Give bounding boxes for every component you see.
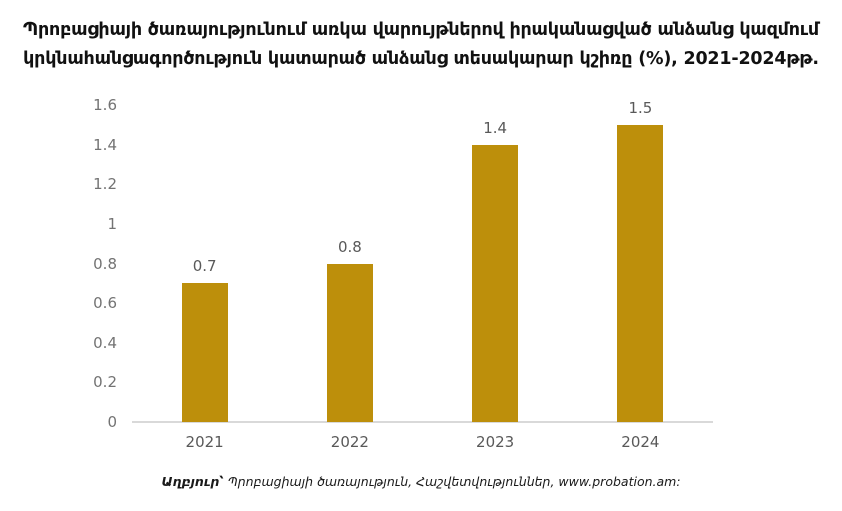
bar-2023 <box>472 144 519 422</box>
y-tick-label: 1.6 <box>93 96 117 115</box>
chart-title-line-2: կրկնահանցագործություն կատարած անձանց տես… <box>23 49 819 69</box>
bar-value-label-2023: 1.4 <box>483 118 508 137</box>
bar-2022 <box>326 263 373 422</box>
x-axis-label-2024: 2024 <box>621 433 660 451</box>
chart-title-line-1: Պրոբացիայի ծառայությունում առկա վարույթն… <box>23 20 819 40</box>
y-tick-label: 0.2 <box>93 373 117 392</box>
y-tick-label: 0.6 <box>93 294 117 313</box>
y-tick-label: 1.4 <box>93 135 117 154</box>
bar-value-label-2022: 0.8 <box>337 237 362 256</box>
bar-2024 <box>617 125 664 422</box>
y-tick-label: 0.8 <box>93 254 117 273</box>
x-axis-line <box>132 421 713 423</box>
x-axis-label-2023: 2023 <box>476 433 515 451</box>
bar-value-label-2021: 0.7 <box>192 257 217 276</box>
source-note: Աղբյուր՝ Պրոբացիայի ծառայություն, Հաշվետ… <box>0 474 842 489</box>
y-tick-label: 0 <box>107 413 117 431</box>
source-text: Պրոբացիայի ծառայություն, Հաշվետվությունն… <box>223 474 681 489</box>
x-axis-label-2022: 2022 <box>330 433 369 451</box>
y-tick-label: 1.2 <box>93 175 117 194</box>
source-prefix: Աղբյուր՝ <box>161 474 224 489</box>
y-tick-label: 0.4 <box>93 333 117 352</box>
y-tick-label: 1 <box>107 215 117 233</box>
bar-value-label-2024: 1.5 <box>628 99 653 117</box>
chart-title: Պրոբացիայի ծառայությունում առկա վարույթն… <box>0 16 842 74</box>
x-axis-label-2021: 2021 <box>185 433 224 451</box>
bar-2021 <box>181 283 228 422</box>
